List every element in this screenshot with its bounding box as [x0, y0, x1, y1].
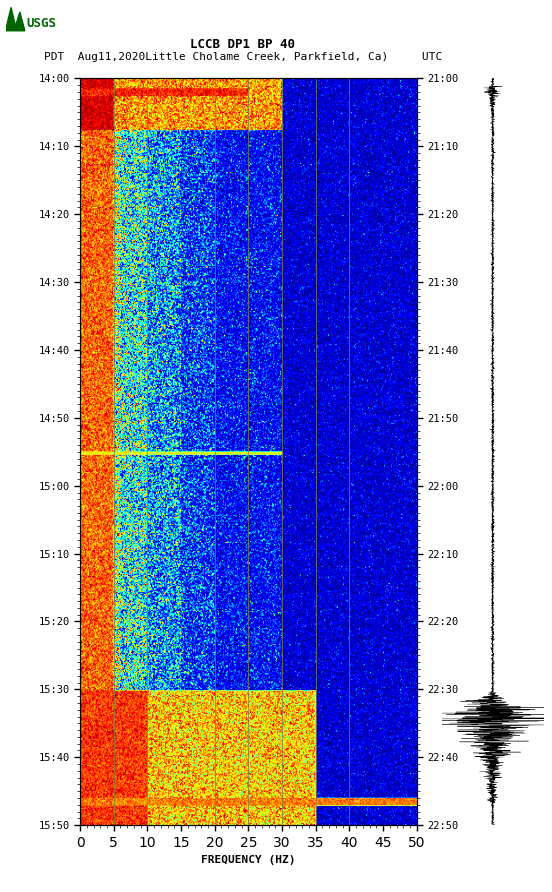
Text: LCCB DP1 BP 40: LCCB DP1 BP 40 [190, 38, 295, 52]
Text: USGS: USGS [26, 17, 56, 29]
X-axis label: FREQUENCY (HZ): FREQUENCY (HZ) [201, 855, 296, 865]
Text: PDT  Aug11,2020Little Cholame Creek, Parkfield, Ca)     UTC: PDT Aug11,2020Little Cholame Creek, Park… [44, 52, 442, 62]
Polygon shape [6, 7, 25, 30]
